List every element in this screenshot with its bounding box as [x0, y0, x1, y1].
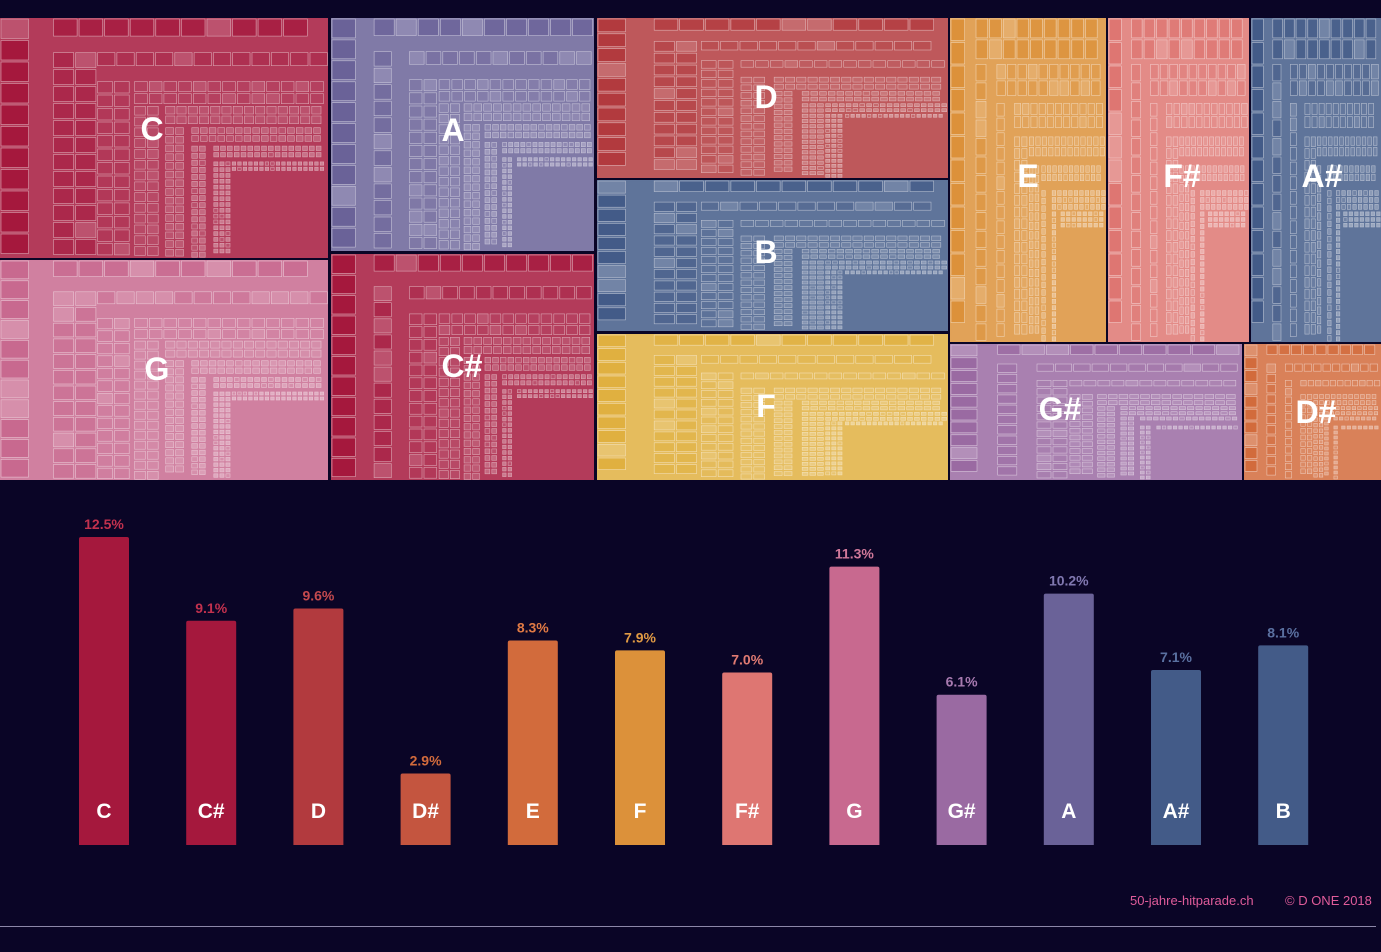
- treemap-label-g: G: [145, 351, 170, 387]
- treemap-label-f-sharp: F#: [1163, 158, 1201, 194]
- footer-copyright: © D ONE 2018: [1285, 893, 1372, 908]
- treemap-tile-c[interactable]: C: [0, 18, 328, 258]
- treemap-tile-e[interactable]: E: [950, 18, 1106, 342]
- treemap-label-c-sharp: C#: [442, 348, 483, 384]
- bar-value-label-d: 9.6%: [302, 587, 334, 603]
- bar-category-label-f: F: [634, 800, 647, 823]
- treemap-tile-c-sharp[interactable]: C#: [331, 254, 594, 480]
- treemap-label-d: D: [754, 79, 777, 115]
- bar-a[interactable]: [1043, 593, 1094, 845]
- treemap-tile-d-sharp[interactable]: D#: [1244, 344, 1381, 480]
- bar-d[interactable]: [293, 608, 344, 845]
- treemap-tile-d[interactable]: D: [597, 18, 948, 178]
- treemap-label-g-sharp: G#: [1039, 391, 1082, 427]
- treemap-label-d-sharp: D#: [1296, 394, 1337, 430]
- bar-value-label-d-sharp: 2.9%: [410, 753, 442, 769]
- bar-g-sharp[interactable]: [936, 694, 987, 845]
- treemap-tile-g[interactable]: G: [0, 260, 328, 480]
- bottom-divider: [0, 926, 1376, 927]
- treemap-tile-g-sharp[interactable]: G#: [950, 344, 1242, 480]
- treemap-tile-f-sharp[interactable]: F#: [1108, 18, 1249, 342]
- bar-d-sharp[interactable]: [400, 773, 451, 845]
- treemap-tile-a[interactable]: A: [331, 18, 594, 251]
- treemap-tile-a-sharp[interactable]: A#: [1251, 18, 1381, 342]
- bar-category-label-a-sharp: A#: [1163, 800, 1190, 823]
- bar-value-label-g-sharp: 6.1%: [946, 674, 978, 690]
- treemap-chart: C G A C# D B F E F# A# G# D#: [0, 18, 1381, 480]
- bar-category-label-c-sharp: C#: [198, 800, 225, 823]
- bar-category-label-g: G: [846, 800, 862, 823]
- bar-e[interactable]: [507, 640, 558, 845]
- bar-a-sharp[interactable]: [1151, 670, 1201, 845]
- bar-chart: 12.5% C 9.1% C# 9.6% D 2.9% D# 8.3% E 7.9% F 7.0% F# 1…: [79, 516, 1309, 845]
- bar-category-label-c: C: [96, 800, 111, 823]
- treemap-label-c: C: [140, 111, 163, 147]
- treemap-label-e: E: [1017, 158, 1038, 194]
- bar-category-label-d: D: [311, 800, 326, 823]
- bar-value-label-e: 8.3%: [517, 619, 549, 635]
- bar-category-label-f-sharp: F#: [735, 800, 760, 823]
- bar-value-label-c-sharp: 9.1%: [195, 600, 227, 616]
- bar-g[interactable]: [829, 566, 880, 845]
- bar-value-label-b: 8.1%: [1267, 624, 1299, 640]
- bar-f[interactable]: [615, 650, 665, 845]
- bar-category-label-e: E: [526, 800, 540, 823]
- treemap-label-a: A: [441, 112, 464, 148]
- bar-value-label-a: 10.2%: [1049, 573, 1089, 589]
- bar-c[interactable]: [79, 537, 129, 845]
- footer-site-link[interactable]: 50-jahre-hitparade.ch: [1130, 893, 1254, 908]
- bar-category-label-a: A: [1061, 800, 1076, 823]
- bar-category-label-b: B: [1276, 800, 1291, 823]
- bar-c-sharp[interactable]: [186, 620, 237, 845]
- bar-value-label-c: 12.5%: [84, 516, 124, 532]
- bar-category-label-g-sharp: G#: [948, 800, 976, 823]
- bar-b[interactable]: [1258, 645, 1309, 845]
- bar-value-label-a-sharp: 7.1%: [1160, 649, 1192, 665]
- bar-f-sharp[interactable]: [722, 672, 773, 845]
- bar-value-label-g: 11.3%: [835, 546, 874, 562]
- bar-value-label-f: 7.9%: [624, 629, 656, 645]
- bar-value-label-f-sharp: 7.0%: [731, 652, 763, 668]
- treemap-label-b: B: [754, 234, 777, 270]
- treemap-label-a-sharp: A#: [1302, 158, 1343, 194]
- bar-category-label-d-sharp: D#: [412, 800, 439, 823]
- treemap-tile-f[interactable]: F: [597, 334, 948, 480]
- treemap-tile-b[interactable]: B: [597, 180, 948, 331]
- treemap-label-f: F: [756, 388, 776, 424]
